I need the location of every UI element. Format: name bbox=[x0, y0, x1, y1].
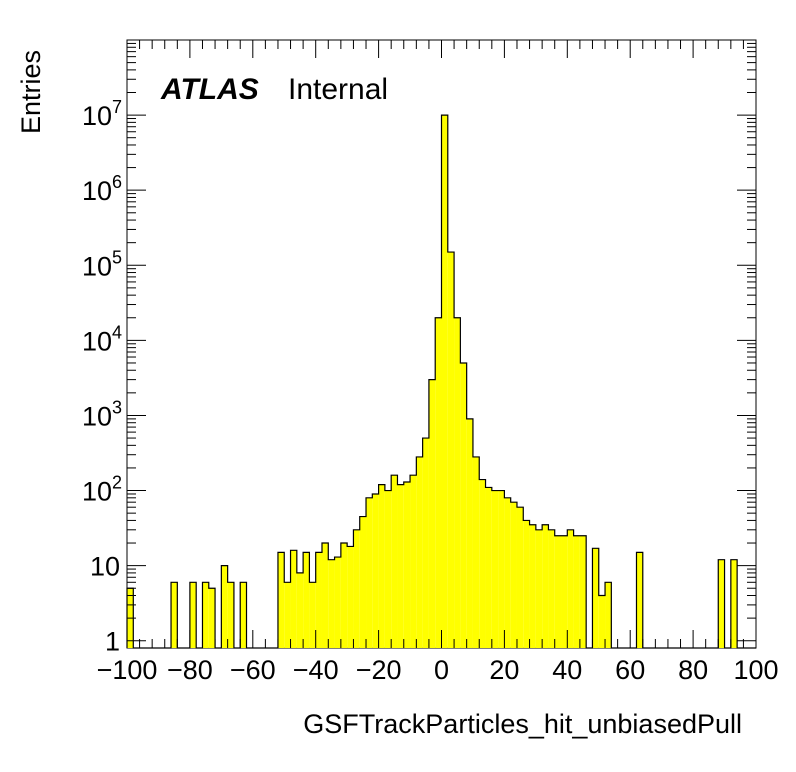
histogram-bar bbox=[303, 552, 310, 648]
histogram-bar bbox=[315, 552, 322, 648]
x-tick-label: 40 bbox=[552, 655, 582, 685]
histogram-bar bbox=[542, 524, 549, 648]
histogram-bar bbox=[598, 595, 606, 648]
histogram-bar bbox=[605, 582, 612, 648]
x-tick-label: 60 bbox=[615, 655, 645, 685]
histogram-bar bbox=[290, 550, 297, 648]
histogram-bar bbox=[171, 582, 178, 648]
histogram-outline bbox=[126, 114, 756, 649]
histogram-bar bbox=[592, 548, 599, 648]
histogram-bar bbox=[353, 529, 360, 648]
histogram-bar bbox=[334, 557, 341, 648]
histogram-bar bbox=[730, 559, 738, 648]
y-tick-label: 102 bbox=[82, 473, 122, 507]
histogram-bar bbox=[359, 516, 367, 648]
y-tick-label: 103 bbox=[82, 397, 122, 431]
histogram-bar bbox=[498, 490, 505, 648]
histogram-bar bbox=[491, 490, 499, 648]
y-tick-label: 104 bbox=[82, 322, 122, 356]
histogram-bar bbox=[296, 572, 304, 648]
histogram-bar bbox=[428, 379, 436, 648]
x-tick-label: −100 bbox=[97, 655, 158, 685]
histogram-bar bbox=[718, 559, 725, 648]
x-tick-labels: −100 −80 −60 −40 −20 0 20 40 60 80 100 bbox=[97, 655, 779, 685]
histogram-bar bbox=[579, 535, 587, 648]
x-tick-label: −60 bbox=[230, 655, 276, 685]
histogram-bar bbox=[529, 524, 536, 648]
histogram-bar bbox=[510, 502, 517, 648]
histogram-bar bbox=[523, 520, 530, 648]
histogram-bar bbox=[221, 565, 228, 648]
histogram-bar bbox=[460, 362, 467, 648]
x-tick-label: −80 bbox=[167, 655, 213, 685]
histogram-bar bbox=[516, 507, 524, 648]
histogram-bar bbox=[309, 582, 316, 648]
histogram-bar bbox=[504, 497, 511, 648]
histogram-bar bbox=[189, 582, 197, 648]
histogram-bar bbox=[447, 252, 455, 649]
x-tick-label: 100 bbox=[733, 655, 778, 685]
y-tick-labels: 1 10 102 103 104 105 106 107 bbox=[82, 97, 122, 657]
axis-ticks bbox=[126, 40, 757, 648]
histogram-bar bbox=[567, 529, 574, 648]
histogram-bar bbox=[441, 115, 448, 649]
histogram-bar bbox=[479, 479, 486, 648]
histogram-bars bbox=[127, 115, 738, 649]
y-tick-label: 106 bbox=[82, 172, 122, 206]
y-tick-label: 105 bbox=[82, 247, 122, 281]
histogram-bar bbox=[485, 487, 492, 648]
histogram-bar bbox=[347, 546, 354, 648]
histogram-bar bbox=[372, 493, 379, 648]
histogram-bar bbox=[378, 484, 385, 648]
y-tick-label: 107 bbox=[82, 97, 122, 131]
histogram-bar bbox=[240, 582, 247, 648]
histogram-bar bbox=[202, 582, 209, 648]
histogram-bar bbox=[328, 559, 335, 648]
y-axis-title: Entries bbox=[16, 50, 46, 134]
y-tick-label: 10 bbox=[90, 552, 120, 582]
histogram-bar bbox=[416, 456, 423, 648]
histogram-bar bbox=[422, 438, 429, 648]
histogram-bar bbox=[384, 490, 392, 648]
histogram-bar bbox=[277, 552, 285, 648]
histogram-bar bbox=[535, 529, 543, 648]
histogram-bar bbox=[554, 535, 562, 648]
histogram-bar bbox=[472, 456, 480, 648]
histogram-bar bbox=[391, 475, 398, 648]
x-tick-label: 80 bbox=[678, 655, 708, 685]
histogram-bar bbox=[340, 543, 348, 648]
histogram-bar bbox=[208, 588, 216, 648]
histogram-bar bbox=[636, 552, 643, 648]
x-tick-label: −20 bbox=[356, 655, 402, 685]
x-axis-title: GSFTrackParticles_hit_unbiasedPull bbox=[303, 709, 742, 739]
histogram-bar bbox=[548, 529, 555, 648]
histogram-bar bbox=[573, 535, 580, 648]
histogram-bar bbox=[454, 317, 461, 648]
x-tick-label: 20 bbox=[489, 655, 519, 685]
x-tick-label: −40 bbox=[293, 655, 339, 685]
histogram-bar bbox=[561, 535, 568, 648]
histogram-bar bbox=[227, 582, 234, 648]
histogram-bar bbox=[284, 582, 291, 648]
histogram-bar bbox=[410, 475, 417, 648]
internal-label: Internal bbox=[288, 73, 388, 106]
y-tick-label: 1 bbox=[105, 627, 120, 657]
histogram-bar bbox=[397, 484, 404, 648]
histogram-bar bbox=[321, 543, 329, 648]
histogram-bar bbox=[403, 481, 411, 648]
histogram-bar bbox=[435, 317, 442, 648]
histogram-bar bbox=[466, 418, 473, 648]
atlas-label: ATLAS bbox=[160, 73, 259, 106]
x-tick-label: 0 bbox=[434, 655, 449, 685]
histogram-bar bbox=[366, 497, 373, 648]
